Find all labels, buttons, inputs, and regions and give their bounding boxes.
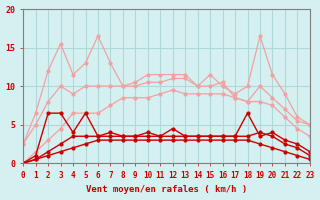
X-axis label: Vent moyen/en rafales ( km/h ): Vent moyen/en rafales ( km/h ): [86, 185, 247, 194]
